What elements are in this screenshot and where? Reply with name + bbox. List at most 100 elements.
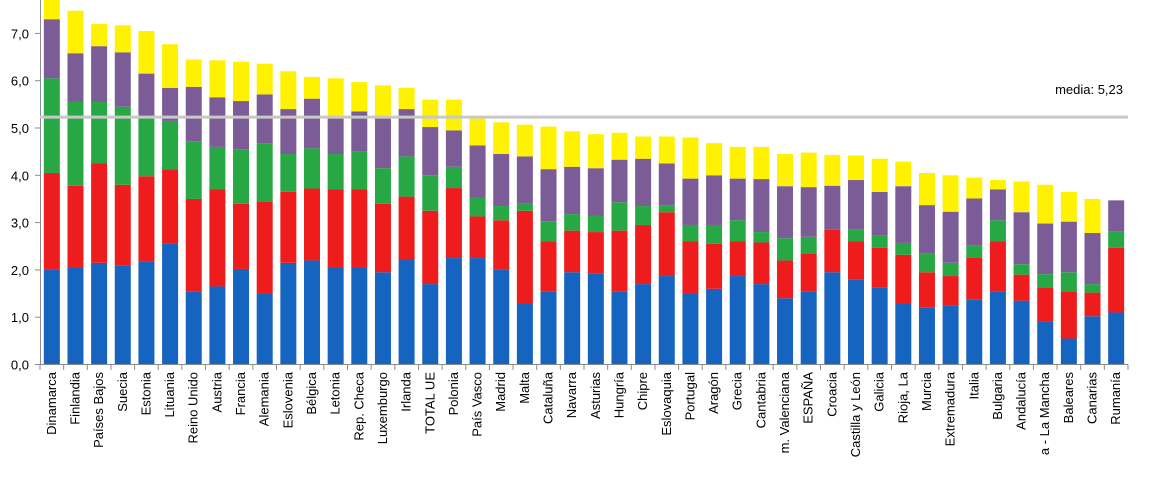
category-label: Rioja, La: [895, 371, 910, 423]
bar-segment: [871, 235, 888, 248]
bar-segment: [469, 216, 486, 259]
bar-segment: [43, 269, 60, 365]
bar-segment: [1108, 200, 1125, 232]
bar-segment: [1084, 233, 1101, 285]
bar-segment: [848, 279, 864, 365]
bar-segment: [162, 87, 179, 121]
bar-segment: [327, 154, 344, 190]
bar-segment: [280, 109, 297, 155]
bar-segment: [966, 299, 983, 365]
bar-segment: [824, 154, 841, 186]
bar-segment: [43, 19, 60, 79]
bar-segment: [138, 176, 155, 262]
bar-segment: [682, 224, 699, 242]
bar-segment: [587, 168, 604, 216]
bar-segment: [493, 122, 510, 155]
bar-segment: [256, 143, 273, 202]
x-ticks-group: [39, 364, 1129, 370]
bar-segment: [1060, 221, 1077, 273]
bar-segment: [800, 253, 817, 292]
category-label: Francia: [233, 371, 248, 415]
bar-segment: [114, 265, 131, 365]
category-label: Reino Unido: [186, 372, 201, 444]
bar-segment: [895, 254, 912, 304]
bar-segment: [989, 180, 1006, 190]
bar-segment: [233, 203, 250, 269]
bar-segment: [422, 175, 439, 211]
average-reference-label: media: 5,23: [1055, 82, 1123, 97]
bar-segment: [635, 206, 652, 225]
bar-segment: [209, 189, 226, 287]
bar-segment: [706, 224, 723, 244]
category-label: m. Valenciana: [777, 371, 792, 453]
bar-segment: [469, 145, 486, 198]
bar-segment: [777, 186, 794, 239]
category-label: Galicia: [872, 371, 887, 412]
bar-segment: [753, 242, 770, 285]
bar-segment: [185, 291, 202, 365]
bar-segment: [1084, 316, 1101, 365]
category-label: Malta: [517, 371, 532, 404]
bar-segment: [918, 272, 935, 308]
bar-segment: [682, 137, 699, 179]
bar-segment: [209, 97, 226, 147]
bar-segment: [682, 241, 699, 294]
bar-segment: [753, 232, 770, 243]
bar-segment: [682, 178, 699, 225]
bar-segment: [304, 260, 320, 365]
category-label: Estonia: [138, 371, 153, 415]
bar-segment: [824, 272, 841, 365]
bar-segment: [989, 189, 1006, 221]
y-tick-label: 2,0: [11, 263, 29, 278]
bar-segment: [1013, 212, 1030, 265]
category-label: Canarias: [1085, 372, 1100, 425]
category-label: Murcia: [919, 371, 934, 411]
bar-segment: [493, 220, 510, 270]
bar-segment: [587, 215, 604, 233]
bar-segment: [564, 166, 581, 215]
bar-segment: [942, 262, 959, 277]
bar-segment: [658, 163, 675, 206]
category-label: Andalucía: [1014, 371, 1029, 430]
bar-segment: [233, 149, 250, 204]
bar-segment: [1060, 291, 1077, 339]
bar-segment: [233, 101, 250, 150]
bar-segment: [966, 198, 983, 246]
bar-segment: [422, 99, 439, 128]
bar-segment: [989, 220, 1006, 242]
bar-segment: [138, 261, 155, 365]
bar-segment: [777, 154, 794, 187]
bar-segment: [611, 159, 628, 203]
bar-segment: [185, 86, 202, 142]
bar-segment: [706, 243, 723, 289]
bar-segment: [800, 187, 817, 237]
bar-segment: [469, 258, 486, 365]
bar-segment: [611, 132, 628, 160]
bar-segment: [1060, 191, 1077, 222]
category-label: Cataluña: [541, 371, 556, 424]
bar-segment: [304, 148, 320, 189]
bar-segment: [918, 307, 935, 365]
bar-segment: [729, 276, 746, 365]
category-label: Aragón: [706, 372, 721, 414]
category-label: Dinamarca: [44, 371, 59, 435]
bar-segment: [209, 286, 226, 365]
category-label: Hungría: [611, 371, 626, 418]
category-label: Letonia: [328, 371, 343, 414]
bar-segment: [564, 131, 581, 167]
bar-segment: [185, 198, 202, 292]
bar-segment: [114, 184, 131, 266]
bar-segment: [114, 25, 131, 53]
bar-segment: [374, 85, 391, 119]
bar-segment: [351, 151, 368, 190]
bar-segment: [587, 273, 604, 365]
category-label: Italia: [966, 371, 981, 399]
bar-segment: [1084, 198, 1101, 234]
bar-segment: [635, 158, 652, 207]
category-label: Chipre: [635, 372, 650, 410]
bar-segment: [374, 168, 391, 204]
bar-segment: [942, 175, 959, 212]
category-label: Eslovenia: [280, 371, 295, 428]
bar-segment: [800, 291, 817, 365]
